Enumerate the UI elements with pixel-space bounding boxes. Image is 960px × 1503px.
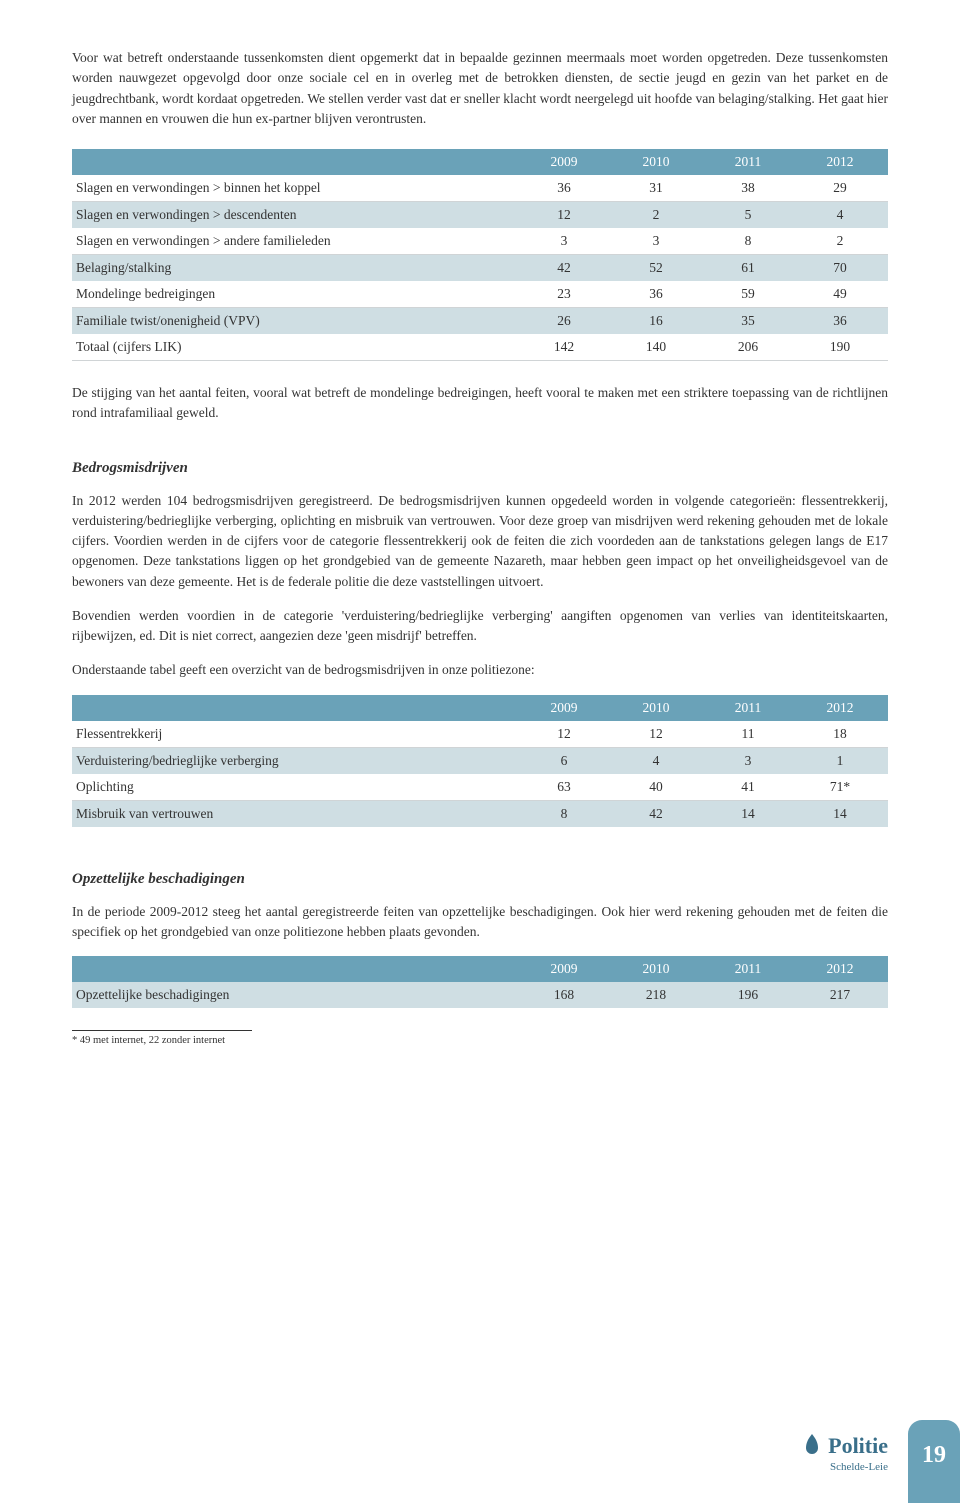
table-opzettelijke: 2009 2010 2011 2012 Opzettelijke beschad… [72, 956, 888, 1008]
bedrog-paragraph-2: Bovendien werden voordien in de categori… [72, 606, 888, 647]
table-header-blank [72, 149, 520, 175]
table-row: Slagen en verwondingen > descendenten122… [72, 202, 888, 229]
opzet-paragraph-1: In de periode 2009-2012 steeg het aantal… [72, 902, 888, 943]
section-title-bedrogsmisdrijven: Bedrogsmisdrijven [72, 460, 888, 477]
footnote-rule [72, 1030, 252, 1031]
table-header-year: 2009 [520, 695, 612, 721]
table-row: Flessentrekkerij12121118 [72, 721, 888, 748]
table-header-year: 2011 [704, 149, 796, 175]
table-header-blank [72, 695, 520, 721]
footnote-text: * 49 met internet, 22 zonder internet [72, 1035, 888, 1046]
table-row: Slagen en verwondingen > andere familiel… [72, 228, 888, 255]
brand-name: Politie [828, 1433, 888, 1459]
table-row: Misbruik van vertrouwen8421414 [72, 800, 888, 827]
table-row: Opzettelijke beschadigingen168218196217 [72, 982, 888, 1008]
followup-paragraph-1: De stijging van het aantal feiten, voora… [72, 383, 888, 424]
page-number-badge: 19 [908, 1420, 960, 1503]
table-header-blank [72, 956, 520, 982]
table-row: Mondelinge bedreigingen23365949 [72, 281, 888, 308]
table-header-year: 2011 [704, 956, 796, 982]
table-row: Familiale twist/onenigheid (VPV)26163536 [72, 308, 888, 335]
police-flame-icon [802, 1433, 822, 1459]
table-header-year: 2009 [520, 149, 612, 175]
table-header-year: 2012 [796, 956, 888, 982]
table-header-year: 2012 [796, 695, 888, 721]
section-title-opzettelijke: Opzettelijke beschadigingen [72, 871, 888, 888]
intro-paragraph: Voor wat betreft onderstaande tussenkoms… [72, 48, 888, 129]
table-intrafamiliaal: 2009 2010 2011 2012 Slagen en verwonding… [72, 149, 888, 361]
table-header-year: 2010 [612, 695, 704, 721]
table-header-year: 2011 [704, 695, 796, 721]
table-row: Belaging/stalking42526170 [72, 255, 888, 282]
table-header-year: 2012 [796, 149, 888, 175]
bedrog-paragraph-3: Onderstaande tabel geeft een overzicht v… [72, 660, 888, 680]
bedrog-paragraph-1: In 2012 werden 104 bedrogsmisdrijven ger… [72, 491, 888, 592]
table-row: Totaal (cijfers LIK)142140206190 [72, 334, 888, 361]
table-header-year: 2010 [612, 149, 704, 175]
table-header-year: 2010 [612, 956, 704, 982]
table-row: Slagen en verwondingen > binnen het kopp… [72, 175, 888, 202]
table-header-year: 2009 [520, 956, 612, 982]
brand-sub: Schelde-Leie [802, 1461, 888, 1473]
table-bedrogsmisdrijven: 2009 2010 2011 2012 Flessentrekkerij1212… [72, 695, 888, 827]
table-row: Verduistering/bedrieglijke verberging643… [72, 747, 888, 774]
page-footer: Politie Schelde-Leie [802, 1433, 888, 1473]
table-row: Oplichting63404171* [72, 774, 888, 801]
